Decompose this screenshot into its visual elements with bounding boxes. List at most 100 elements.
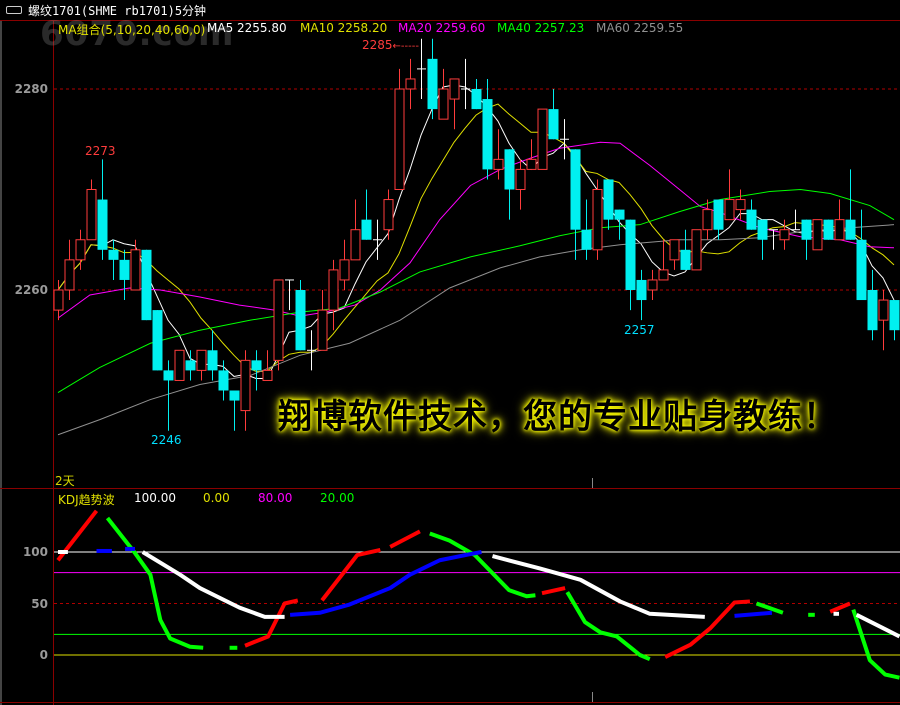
candle-body-up [240,359,251,412]
candle-body-down [119,259,130,280]
kdj-wave-segment [244,598,299,648]
kdj-wave-segment [320,547,381,602]
watermark: 6070.com [40,14,235,54]
ma-legend-ma20: MA20 2259.60 [398,21,486,35]
ma-line-ma10 [57,103,895,372]
candle-body-up [724,199,735,221]
candle-body-down [163,370,174,381]
candle-body-up [779,229,790,241]
candle-body-down [229,390,240,401]
candle-body-up [350,229,361,261]
candle-body-up [53,289,64,311]
ma-line-ma20 [57,141,895,319]
link-icon [6,6,22,14]
candle-body-down [867,290,878,331]
candle-body-up [812,219,823,251]
candle-body-up [339,259,350,281]
kdj-wave-segment [429,531,536,599]
y-tick-label: 2260 [14,283,48,297]
period-label: 2天 [55,474,75,488]
kdj-wave-segment [541,586,566,596]
candle-body-down [141,249,152,321]
kdj-legend-80: 80.00 [258,491,293,505]
ma-legend-ma10: MA10 2258.20 [300,21,388,35]
candle-body-up [64,259,75,291]
candle-body-down [361,219,372,240]
candle-body-down [185,360,196,371]
kdj-wave-segment [734,610,773,618]
ma-line-ma40 [57,188,895,393]
candle-body-up [174,349,185,381]
kdj-legend-title: KDJ趋势波 [58,493,115,507]
candle-body-down [801,219,812,240]
candle-body-down [207,350,218,371]
candle-body-up [75,239,86,261]
kdj-wave-segment [141,550,285,619]
candle-body-up [515,168,526,190]
candle-body-down [482,99,493,170]
kdj-wave-segment [389,529,421,549]
candle-body-up [647,279,658,291]
candle-body-down [251,360,262,371]
ma-legend-ma40: MA40 2257.23 [497,21,585,35]
candle-body-up [878,299,889,321]
left-border [0,20,2,705]
kdj-wave-segment [851,609,900,680]
candle-body-down [152,310,163,371]
candle-body-down [614,209,625,220]
annotation-low-2257: 2257 [624,323,655,337]
kdj-wave-segment [565,591,651,661]
promo-banner: 翔博软件技术，您的专业贴身教练！ [278,397,838,437]
candle-body-up [493,158,504,170]
kdj-wave-segment [855,613,900,639]
candle-body-up [383,199,394,231]
candle-body-down [636,279,647,301]
candle-body-down [581,229,592,250]
ma-legend-ma5: MA5 2255.80 [207,21,287,35]
candle-body-up [526,158,537,170]
candle-body-down [625,219,636,290]
candle-body-down [427,58,438,110]
kdj-y-tick-label: 50 [31,597,48,611]
candle-body-down [218,370,229,391]
kdj-legend-0: 0.00 [203,491,230,505]
candle-body-up [86,189,97,241]
candle-body-up [405,78,416,90]
candle-body-up [262,369,273,381]
candle-body-down [713,199,724,230]
candle-body-down [97,199,108,250]
kdj-wave-segment [105,516,204,650]
candle-body-up [691,229,702,271]
candle-body-up [658,269,669,281]
candle-body-up [130,249,141,291]
kdj-legend-20: 20.00 [320,491,355,505]
candle-body-down [889,300,900,331]
kdj-wave-segment [491,554,705,619]
candle-body-down [845,219,856,240]
candle-body-down [757,219,768,240]
candle-body-down [603,179,614,220]
candle-body-up [273,279,284,361]
candle-body-down [746,209,757,230]
ma-legend-group: MA组合(5,10,20,40,60,0) [58,23,206,37]
candle-body-up [196,349,207,371]
candle-body-down [504,149,515,190]
candle-body-up [328,269,339,311]
candle-body-up [702,209,713,231]
candle-body-up [394,88,405,190]
kdj-wave-segment [664,599,751,659]
y-tick-label: 2280 [14,82,48,96]
candle-body-down [471,89,482,110]
kdj-y-tick-label: 100 [22,545,48,559]
candle-body-up [592,189,603,251]
annotation-high-2285: 2285←----- [362,38,419,52]
kdj-wave-segment [289,550,482,617]
candle-body-down [295,290,306,351]
candle-body-up [735,199,746,211]
window-title: 螺纹1701(SHME rb1701)5分钟 [28,4,207,18]
kdj-wave-segment [829,601,851,614]
candle-body-up [317,309,328,351]
candle-body-up [834,219,845,241]
candle-body-down [680,249,691,270]
